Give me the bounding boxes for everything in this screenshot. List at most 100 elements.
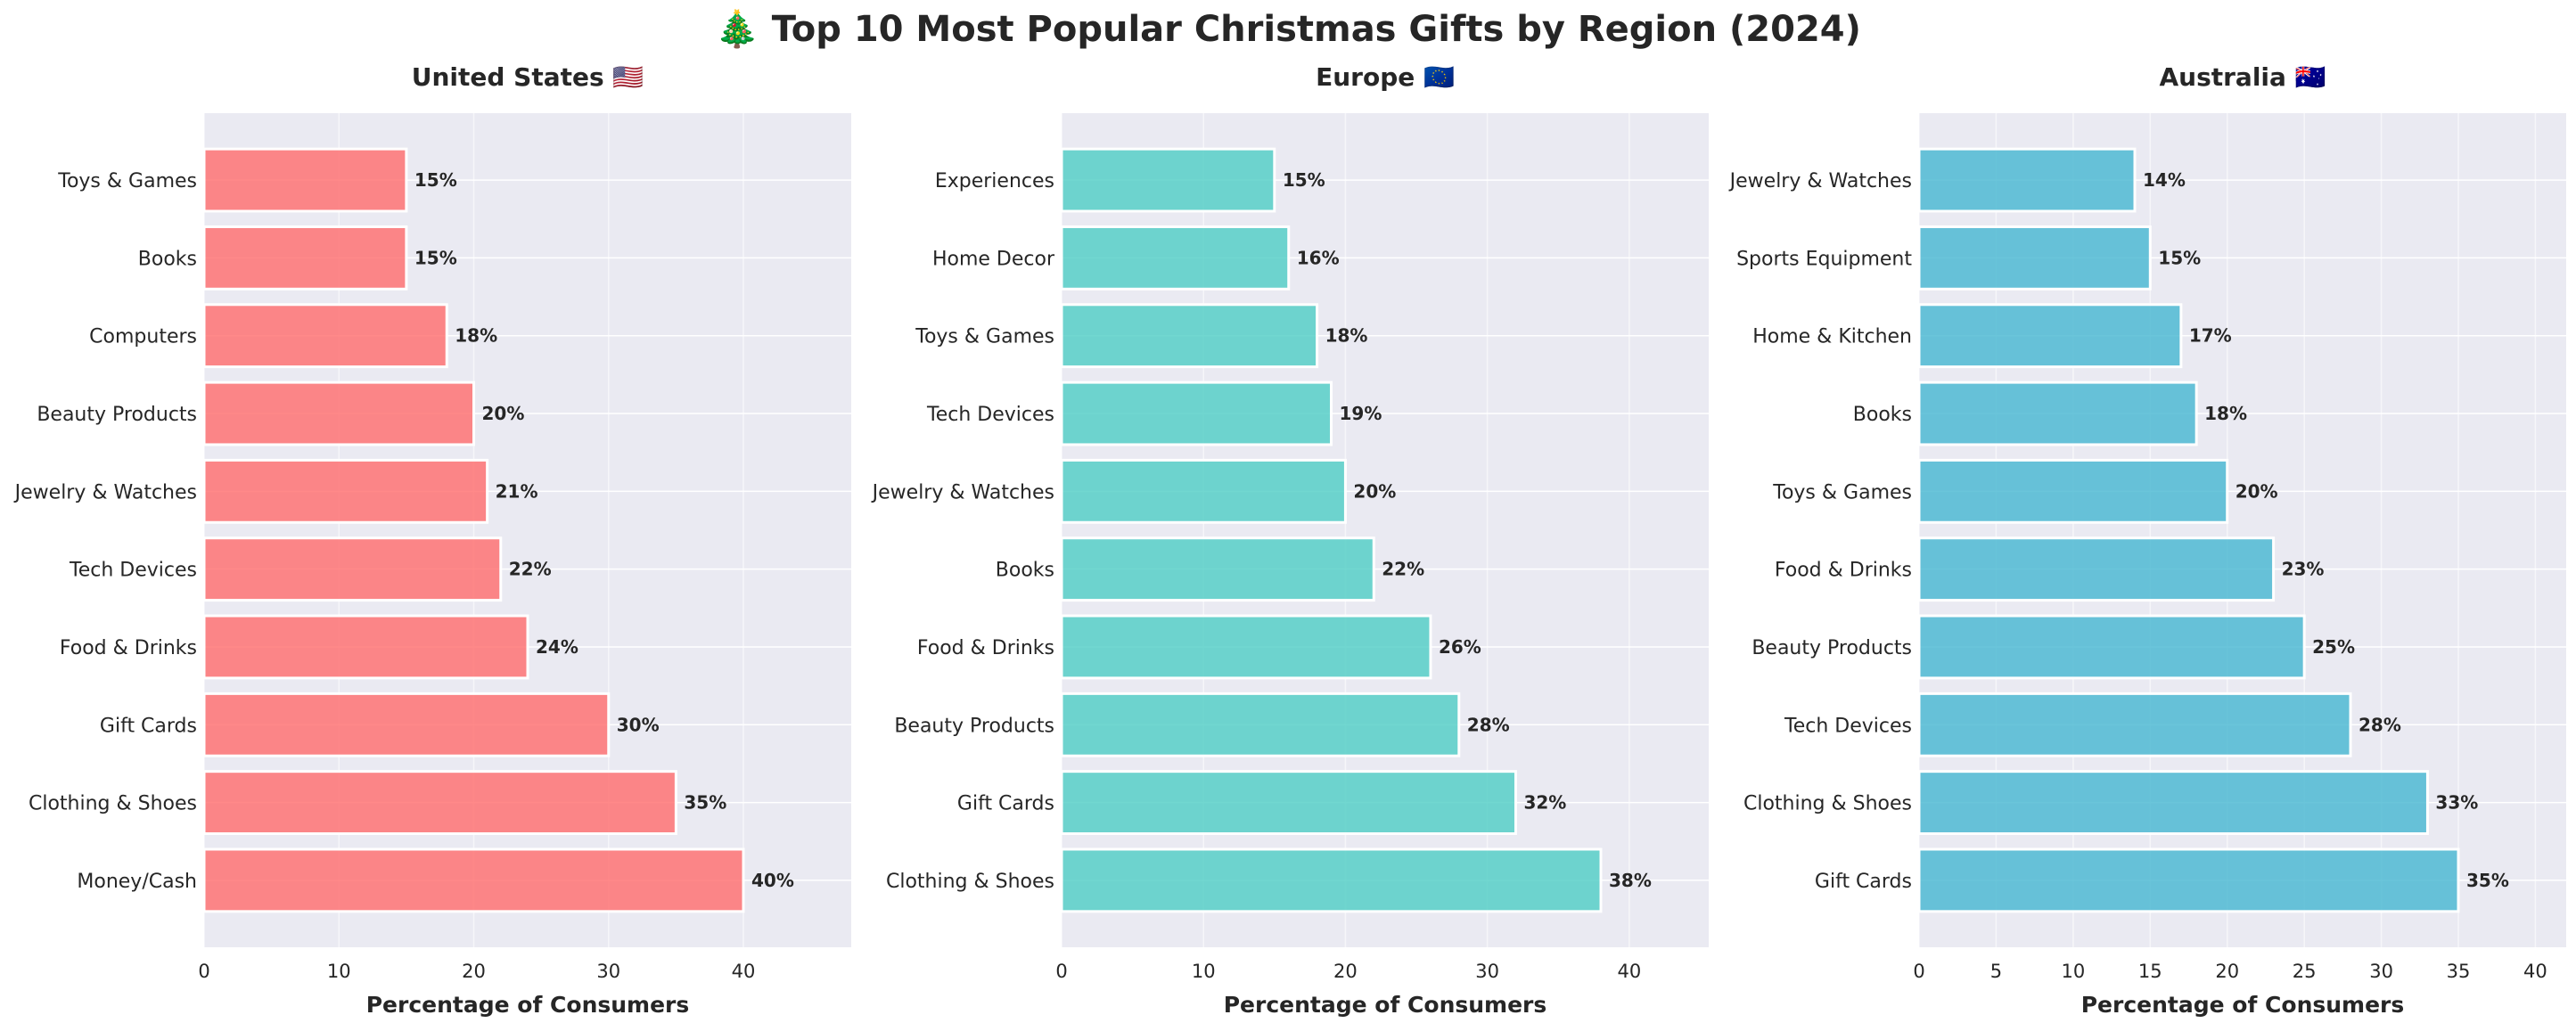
y-tick-label: Books — [1853, 404, 1912, 426]
data-label: 16% — [1297, 247, 1340, 268]
data-label: 33% — [2435, 792, 2478, 814]
bar — [202, 536, 503, 602]
y-tick-label: Toys & Games — [1772, 481, 1912, 503]
y-tick-label: Computers — [89, 326, 197, 348]
panel-1: Europe 🇪🇺 0 10 20 30 40 Clothing & Shoes 38% Gif… — [871, 62, 1709, 1018]
bar — [1917, 381, 2198, 446]
data-label: 35% — [2466, 870, 2509, 891]
bar — [1917, 847, 2460, 913]
bar — [202, 847, 745, 913]
y-tick-label: Clothing & Shoes — [886, 871, 1054, 893]
data-label: 15% — [1283, 169, 1325, 191]
data-label: 38% — [1609, 870, 1652, 891]
data-label: 21% — [496, 480, 538, 502]
y-tick-label: Sports Equipment — [1736, 248, 1912, 270]
x-tick-label: 30 — [596, 961, 620, 982]
bar — [1060, 381, 1333, 446]
bar — [1917, 536, 2276, 602]
y-tick-label: Experiences — [935, 170, 1054, 192]
y-tick-label: Tech Devices — [926, 404, 1054, 426]
bar — [1917, 303, 2183, 369]
data-label: 20% — [1353, 480, 1396, 502]
bar — [1917, 614, 2306, 680]
data-label: 14% — [2143, 169, 2186, 191]
x-axis-label: Percentage of Consumers — [2081, 992, 2405, 1018]
data-label: 26% — [1439, 636, 1481, 658]
data-label: 24% — [536, 636, 578, 658]
bar — [1060, 225, 1291, 291]
x-tick-label: 0 — [1913, 961, 1924, 982]
x-tick-label: 20 — [2215, 961, 2239, 982]
y-tick-label: Books — [996, 560, 1054, 582]
panel-title: Australia 🇦🇺 — [2159, 62, 2326, 92]
bar — [1917, 458, 2229, 524]
data-label: 15% — [2158, 247, 2201, 268]
x-axis-label: Percentage of Consumers — [1224, 992, 1547, 1018]
y-tick-label: Tech Devices — [1784, 715, 1912, 737]
data-label: 28% — [2359, 714, 2401, 735]
x-tick-label: 40 — [1617, 961, 1641, 982]
bar — [1060, 147, 1276, 213]
x-axis-label: Percentage of Consumers — [366, 992, 690, 1018]
panel-2: Australia 🇦🇺 0 5 10 15 20 25 30 35 40 Gift Cards 35… — [1728, 62, 2566, 1018]
bar — [1060, 536, 1375, 602]
y-tick-label: Home Decor — [932, 248, 1055, 270]
x-tick-label: 10 — [327, 961, 351, 982]
bar — [1060, 458, 1347, 524]
data-label: 22% — [509, 559, 552, 580]
panel-0: United States 🇺🇸 0 10 20 30 40 Money/Cash 40% Cl… — [13, 62, 851, 1018]
bar — [1060, 847, 1603, 913]
x-tick-label: 0 — [1055, 961, 1067, 982]
figure-title: 🎄 Top 10 Most Popular Christmas Gifts by… — [715, 8, 1861, 50]
x-tick-label: 10 — [2061, 961, 2085, 982]
y-tick-label: Gift Cards — [1815, 871, 1912, 893]
bar — [1917, 770, 2429, 836]
y-tick-label: Food & Drinks — [917, 637, 1054, 659]
data-label: 20% — [2236, 480, 2278, 502]
x-tick-label: 20 — [1333, 961, 1358, 982]
bar — [1060, 614, 1432, 680]
panel-title: United States 🇺🇸 — [412, 62, 644, 92]
bar — [202, 381, 475, 446]
y-tick-label: Clothing & Shoes — [1743, 793, 1912, 815]
bar — [1060, 770, 1517, 836]
bar — [1917, 147, 2137, 213]
data-label: 20% — [482, 403, 525, 424]
y-tick-label: Beauty Products — [37, 404, 197, 426]
y-tick-label: Food & Drinks — [60, 637, 197, 659]
bar — [1917, 692, 2352, 757]
x-tick-label: 40 — [2523, 961, 2547, 982]
x-tick-label: 30 — [1475, 961, 1499, 982]
bar — [202, 770, 677, 836]
data-label: 35% — [684, 792, 726, 814]
x-tick-label: 5 — [1990, 961, 2002, 982]
bar — [1917, 225, 2152, 291]
y-tick-label: Books — [138, 248, 197, 270]
y-tick-label: Beauty Products — [1752, 637, 1912, 659]
y-tick-label: Home & Kitchen — [1752, 326, 1912, 348]
data-label: 30% — [617, 714, 660, 735]
bar — [1060, 303, 1319, 369]
x-tick-label: 30 — [2369, 961, 2393, 982]
data-label: 17% — [2189, 325, 2232, 347]
y-tick-label: Toys & Games — [915, 326, 1054, 348]
x-tick-label: 25 — [2293, 961, 2317, 982]
bar — [202, 303, 448, 369]
y-tick-label: Beauty Products — [894, 715, 1054, 737]
data-label: 28% — [1467, 714, 1510, 735]
data-label: 15% — [414, 169, 457, 191]
y-tick-label: Gift Cards — [957, 793, 1054, 815]
y-tick-label: Tech Devices — [69, 560, 197, 582]
y-tick-label: Money/Cash — [77, 871, 197, 893]
bar — [202, 614, 529, 680]
bar — [202, 147, 408, 213]
x-tick-label: 10 — [1192, 961, 1216, 982]
data-label: 25% — [2312, 636, 2355, 658]
x-tick-label: 20 — [462, 961, 486, 982]
y-tick-label: Jewelry & Watches — [13, 481, 197, 503]
x-tick-label: 15 — [2138, 961, 2162, 982]
y-tick-label: Clothing & Shoes — [29, 793, 197, 815]
data-label: 40% — [751, 870, 794, 891]
y-tick-label: Gift Cards — [100, 715, 197, 737]
